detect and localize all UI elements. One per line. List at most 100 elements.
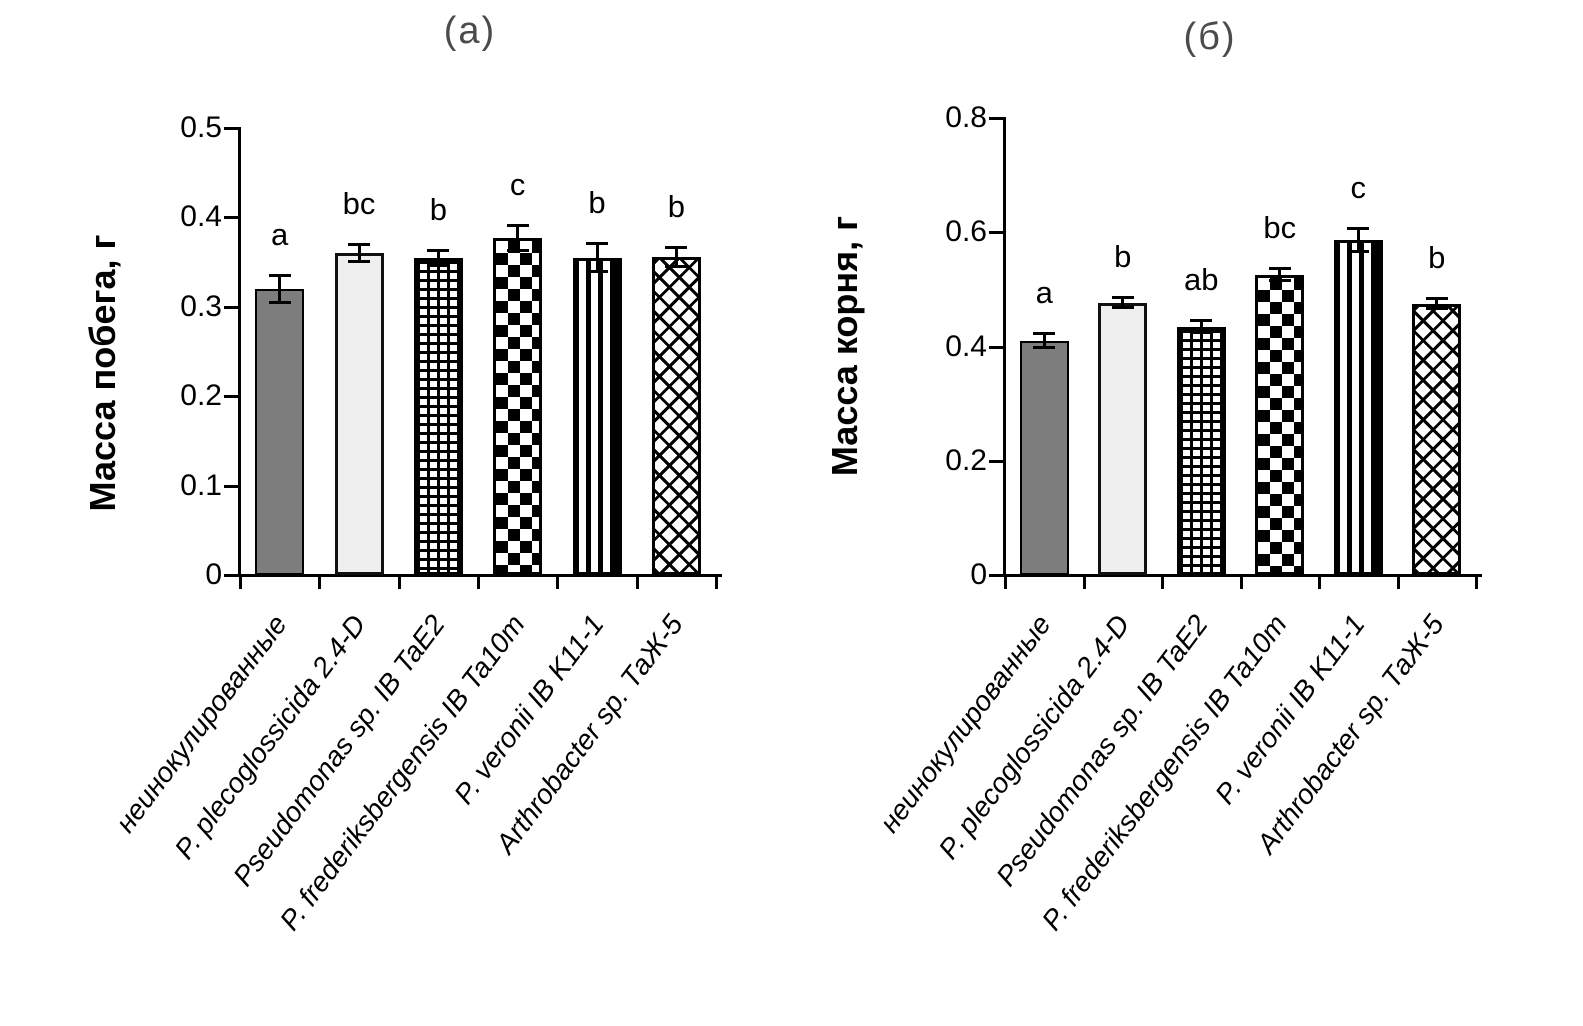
error-bar-top-cap	[1033, 332, 1056, 336]
x-tick	[635, 575, 639, 589]
panel-b-title: (б)	[1183, 16, 1237, 58]
error-bar-bottom-cap	[586, 269, 608, 273]
error-bar-top-cap	[1111, 295, 1134, 299]
error-bar	[516, 224, 520, 252]
error-bar-bottom-cap	[1425, 307, 1448, 311]
error-bar-bottom-cap	[1190, 331, 1213, 335]
error-bar-top-cap	[268, 273, 291, 277]
x-axis-line	[238, 574, 722, 577]
y-tick	[224, 395, 238, 399]
x-tick	[1318, 575, 1321, 589]
significance-letter: a	[1035, 275, 1053, 311]
error-bar	[357, 244, 361, 263]
y-tick	[989, 345, 1003, 349]
error-bar	[1278, 267, 1282, 282]
error-bar-bottom-cap	[427, 263, 450, 267]
error-bar	[1121, 296, 1125, 309]
error-bar	[1356, 227, 1360, 252]
significance-letter: c	[509, 166, 526, 202]
significance-letter: b	[1428, 239, 1446, 275]
significance-letter: bc	[1263, 209, 1297, 245]
bar-2-panel-a	[334, 253, 384, 575]
panel-a-plot-area: 0 0.1 0.2 0.3 0.4 0.5 a неинокулированные bc P. p…	[109, 111, 722, 936]
x-tick	[239, 575, 242, 589]
x-tick	[1239, 575, 1243, 589]
error-bar	[278, 274, 282, 304]
y-tick-label: 0.2	[180, 379, 222, 413]
error-bar	[1042, 333, 1046, 349]
bar-6-panel-a	[651, 256, 701, 575]
y-tick-label: 0	[970, 558, 987, 591]
bar-5-panel-b	[1333, 239, 1383, 575]
y-tick-label: 0.4	[945, 329, 987, 363]
bar-1-panel-b	[1019, 340, 1069, 575]
error-bar-top-cap	[1190, 318, 1213, 322]
error-bar-top-cap	[506, 223, 529, 227]
y-tick	[989, 459, 1003, 463]
significance-letter: b	[588, 185, 606, 221]
error-bar	[1435, 297, 1439, 310]
error-bar-bottom-cap	[1111, 306, 1134, 310]
error-bar-top-cap	[1425, 296, 1448, 300]
panel-a-title: (а)	[443, 10, 497, 52]
y-tick	[989, 117, 1003, 120]
y-tick	[989, 574, 1003, 577]
x-tick	[1396, 575, 1400, 589]
y-tick-label: 0.6	[945, 215, 987, 249]
error-bar-top-cap	[1268, 266, 1291, 270]
x-tick	[556, 575, 560, 589]
x-tick	[477, 575, 480, 589]
error-bar-bottom-cap	[506, 249, 529, 253]
error-bar	[595, 243, 599, 272]
error-bar-bottom-cap	[268, 301, 291, 305]
x-tick	[318, 575, 322, 589]
bar-5-panel-a	[572, 257, 622, 575]
error-bar-bottom-cap	[348, 260, 370, 264]
y-axis-line	[1003, 117, 1006, 576]
error-bar	[436, 249, 440, 266]
error-bar-bottom-cap	[1033, 346, 1056, 350]
error-bar-bottom-cap	[665, 264, 688, 268]
significance-letter: a	[271, 216, 289, 252]
error-bar	[1199, 319, 1203, 334]
significance-letter: c	[1350, 169, 1367, 205]
error-bar-bottom-cap	[1268, 279, 1291, 283]
error-bar-top-cap	[348, 243, 370, 247]
y-tick-label: 0	[205, 558, 222, 591]
y-axis-line	[238, 127, 241, 576]
bar-3-panel-b	[1176, 326, 1226, 575]
bar-4-panel-a	[493, 237, 543, 575]
y-tick-label: 0.5	[180, 111, 222, 144]
significance-letter: bc	[342, 186, 376, 222]
x-tick	[1082, 575, 1086, 589]
significance-letter: b	[1114, 238, 1132, 274]
x-axis-line	[1003, 574, 1482, 577]
error-bar-bottom-cap	[1347, 249, 1370, 253]
x-tick	[1004, 575, 1007, 589]
y-tick	[224, 574, 238, 577]
error-bar-top-cap	[1347, 226, 1370, 230]
panel-b-y-axis-title: Масса корня, г	[824, 215, 865, 477]
significance-letter: ab	[1184, 261, 1219, 297]
y-tick	[224, 216, 238, 220]
x-tick	[1475, 575, 1478, 589]
y-tick-label: 0.2	[945, 443, 987, 477]
error-bar	[674, 246, 678, 267]
significance-letter: b	[429, 191, 447, 227]
y-tick	[989, 231, 1003, 235]
y-tick-label: 0.8	[945, 101, 987, 134]
error-bar-top-cap	[427, 248, 450, 252]
y-tick-label: 0.1	[180, 468, 222, 502]
x-tick	[397, 575, 401, 589]
y-tick-label: 0.4	[180, 200, 222, 234]
panel-b-plot-area: 0 0.2 0.4 0.6 0.8 a неинокулированные b P. pleco…	[874, 101, 1482, 936]
bar-2-panel-b	[1098, 302, 1148, 575]
x-tick	[1161, 575, 1164, 589]
error-bar-top-cap	[586, 242, 608, 246]
significance-letter: b	[667, 188, 685, 224]
bar-1-panel-a	[255, 288, 305, 575]
error-bar-top-cap	[665, 245, 688, 249]
bar-4-panel-b	[1255, 274, 1305, 575]
bar-3-panel-a	[413, 257, 463, 575]
